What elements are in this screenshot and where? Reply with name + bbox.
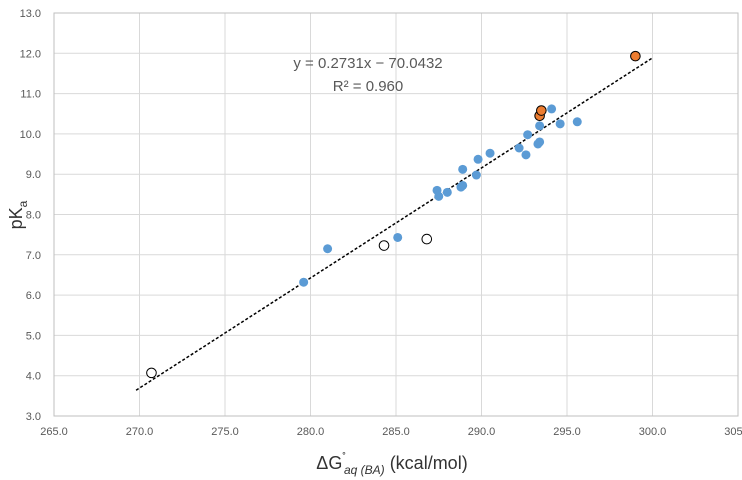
plot-area bbox=[53, 12, 739, 417]
x-tick-label: 285.0 bbox=[382, 426, 410, 438]
data-point-blue bbox=[458, 180, 468, 190]
data-point-blue bbox=[323, 244, 333, 254]
data-point-blue bbox=[473, 154, 483, 164]
data-point-orange bbox=[536, 105, 547, 116]
y-tick-label: 10.0 bbox=[20, 129, 41, 141]
data-point-open bbox=[378, 240, 390, 251]
x-tick-label: 305.0 bbox=[724, 426, 742, 438]
data-point-blue bbox=[442, 187, 452, 197]
x-axis-title-sup: ˚ bbox=[342, 452, 346, 464]
data-point-blue bbox=[521, 150, 531, 160]
data-point-blue bbox=[535, 137, 545, 147]
data-point-blue bbox=[458, 164, 468, 174]
data-point-blue bbox=[485, 148, 495, 158]
x-tick-label: 270.0 bbox=[126, 426, 154, 438]
x-axis-title-unit: (kcal/mol) bbox=[390, 453, 468, 473]
x-tick-label: 295.0 bbox=[553, 426, 581, 438]
x-tick-label: 290.0 bbox=[468, 426, 496, 438]
y-tick-label: 13.0 bbox=[20, 8, 41, 20]
data-point-blue bbox=[555, 119, 565, 129]
y-tick-label: 6.0 bbox=[26, 290, 41, 302]
data-point-blue bbox=[393, 232, 403, 242]
y-axis-title: pKa bbox=[6, 200, 30, 229]
x-tick-labels: 265.0 270.0 275.0 280.0 285.0 290.0 295.0 300.0… bbox=[40, 426, 742, 438]
data-point-orange bbox=[630, 50, 641, 62]
data-point-blue bbox=[523, 130, 533, 140]
data-point-blue bbox=[514, 143, 524, 153]
trendline-equation: y = 0.2731x − 70.0432 bbox=[293, 55, 442, 72]
y-tick-label: 11.0 bbox=[20, 89, 41, 101]
x-axis-title: ΔG˚ aq (BA) (kcal/mol) bbox=[316, 452, 467, 477]
x-axis-title-main: ΔG bbox=[316, 453, 342, 473]
x-tick-label: 265.0 bbox=[40, 426, 68, 438]
data-point-blue bbox=[572, 117, 582, 127]
x-tick-label: 300.0 bbox=[639, 426, 667, 438]
y-axis-title-main: pK bbox=[6, 207, 26, 229]
data-point-blue bbox=[535, 121, 545, 131]
gridlines bbox=[53, 12, 739, 417]
y-tick-label: 5.0 bbox=[26, 330, 41, 342]
y-tick-label: 9.0 bbox=[26, 169, 41, 181]
y-tick-label: 4.0 bbox=[26, 371, 41, 383]
x-tick-label: 280.0 bbox=[297, 426, 325, 438]
y-tick-label: 7.0 bbox=[26, 250, 41, 262]
x-tick-label: 275.0 bbox=[211, 426, 239, 438]
data-points bbox=[146, 50, 641, 379]
y-tick-label: 8.0 bbox=[26, 210, 41, 222]
x-axis-title-sub: aq (BA) bbox=[344, 463, 385, 477]
data-point-open bbox=[421, 233, 433, 245]
y-tick-label: 12.0 bbox=[20, 48, 41, 60]
data-point-blue bbox=[434, 191, 444, 201]
data-point-blue bbox=[299, 277, 309, 287]
trendline bbox=[135, 57, 653, 391]
data-point-open bbox=[146, 367, 157, 379]
trendline-group bbox=[135, 57, 653, 391]
data-point-blue bbox=[471, 170, 481, 180]
data-point-blue bbox=[547, 104, 557, 114]
y-tick-labels: 3.0 4.0 5.0 6.0 7.0 8.0 9.0 10.0 11.0 12.0 13.0 bbox=[20, 8, 41, 423]
y-tick-label: 3.0 bbox=[26, 411, 41, 423]
y-axis-title-sub: a bbox=[16, 200, 30, 207]
r-squared-label: R² = 0.960 bbox=[333, 78, 403, 95]
